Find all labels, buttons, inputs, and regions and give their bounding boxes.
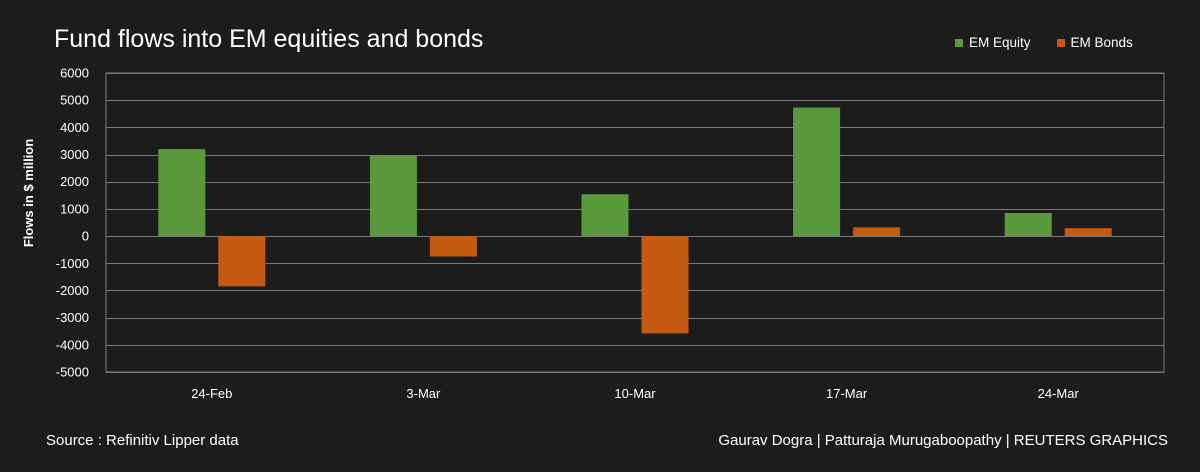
y-axis-ticks: 6000 5000 4000 3000 2000 1000 0 -1000 -2000 -3000… xyxy=(56,66,89,380)
y-tick-label: -5000 xyxy=(56,365,89,380)
y-tick-label: -3000 xyxy=(56,310,89,325)
bars xyxy=(158,107,1112,334)
bar-equity-17-Mar xyxy=(793,107,841,237)
y-tick-label: -1000 xyxy=(56,256,89,271)
bar-equity-24-Mar xyxy=(1004,212,1052,237)
bar-bonds-10-Mar xyxy=(641,236,689,334)
y-tick-label: 0 xyxy=(82,229,89,244)
source-note: Source : Refinitiv Lipper data xyxy=(46,432,239,449)
legend-swatch-bonds xyxy=(1056,38,1065,47)
x-tick-label: 3-Mar xyxy=(406,386,441,401)
credits: Gaurav Dogra | Patturaja Murugaboopathy … xyxy=(718,432,1168,449)
x-tick-label: 17-Mar xyxy=(826,386,868,401)
bar-equity-3-Mar xyxy=(369,155,417,237)
bar-equity-24-Feb xyxy=(158,149,206,237)
y-tick-label: 4000 xyxy=(60,120,89,135)
gridlines xyxy=(105,72,1165,373)
x-tick-label: 24-Feb xyxy=(191,386,232,401)
chart-title: Fund flows into EM equities and bonds xyxy=(54,25,484,53)
legend-item-equity: EM Equity xyxy=(955,35,1031,50)
y-tick-label: 5000 xyxy=(60,93,89,108)
bar-bonds-17-Mar xyxy=(853,227,901,237)
legend-swatch-equity xyxy=(955,38,963,47)
bar-bonds-24-Mar xyxy=(1064,228,1112,237)
x-tick-label: 24-Mar xyxy=(1038,386,1080,401)
y-tick-label: 6000 xyxy=(60,66,89,81)
y-tick-label: 1000 xyxy=(60,201,89,216)
y-tick-label: 3000 xyxy=(60,147,89,162)
x-axis-ticks: 24-Feb 3-Mar 10-Mar 17-Mar 24-Mar xyxy=(191,386,1079,401)
legend-label-bonds: EM Bonds xyxy=(1070,35,1133,50)
bar-bonds-3-Mar xyxy=(429,236,477,257)
x-tick-label: 10-Mar xyxy=(614,386,656,401)
bar-equity-10-Mar xyxy=(581,194,629,237)
chart-legend: EM Equity EM Bonds xyxy=(955,35,1159,50)
legend-label-equity: EM Equity xyxy=(969,35,1031,50)
bar-bonds-24-Feb xyxy=(218,236,266,287)
legend-item-bonds: EM Bonds xyxy=(1056,35,1133,50)
y-axis-title: Flows in $ million xyxy=(21,139,36,247)
y-tick-label: 2000 xyxy=(60,174,89,189)
y-tick-label: -2000 xyxy=(56,283,89,298)
y-tick-label: -4000 xyxy=(56,337,89,352)
